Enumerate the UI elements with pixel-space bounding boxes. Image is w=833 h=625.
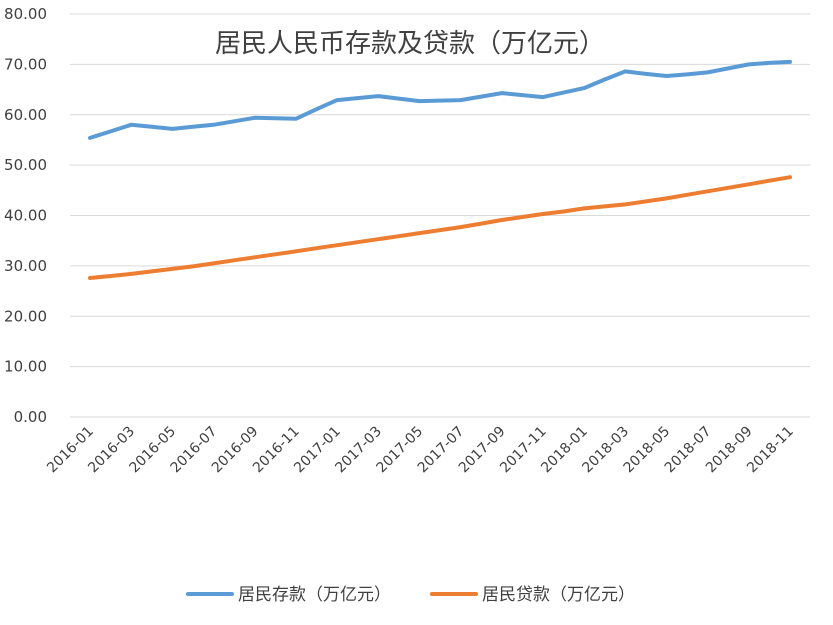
series-line-0 xyxy=(88,59,792,140)
series-lines xyxy=(88,59,792,280)
series-line-1 xyxy=(88,175,792,280)
y-tick-label: 0.00 xyxy=(14,408,47,426)
y-tick-label: 20.00 xyxy=(4,307,47,325)
y-tick-label: 80.00 xyxy=(4,5,47,23)
y-tick-label: 50.00 xyxy=(4,156,47,174)
y-tick-label: 30.00 xyxy=(4,257,47,275)
legend-label-0: 居民存款（万亿元） xyxy=(238,585,391,605)
y-tick-label: 40.00 xyxy=(4,207,47,225)
y-tick-label: 60.00 xyxy=(4,106,47,124)
legend-label-1: 居民贷款（万亿元） xyxy=(482,585,635,605)
y-tick-label: 70.00 xyxy=(4,55,47,73)
y-tick-label: 10.00 xyxy=(4,358,47,376)
x-axis-tick-labels: 2016-012016-032016-052016-072016-092016-… xyxy=(44,424,797,477)
y-axis-tick-labels: 0.00 10.00 20.00 30.00 40.00 50.00 60.00 70.00 8… xyxy=(4,5,47,426)
chart-title: 居民人民币存款及贷款（万亿元） xyxy=(215,29,605,59)
legend: 居民存款（万亿元） 居民贷款（万亿元） xyxy=(186,585,635,605)
